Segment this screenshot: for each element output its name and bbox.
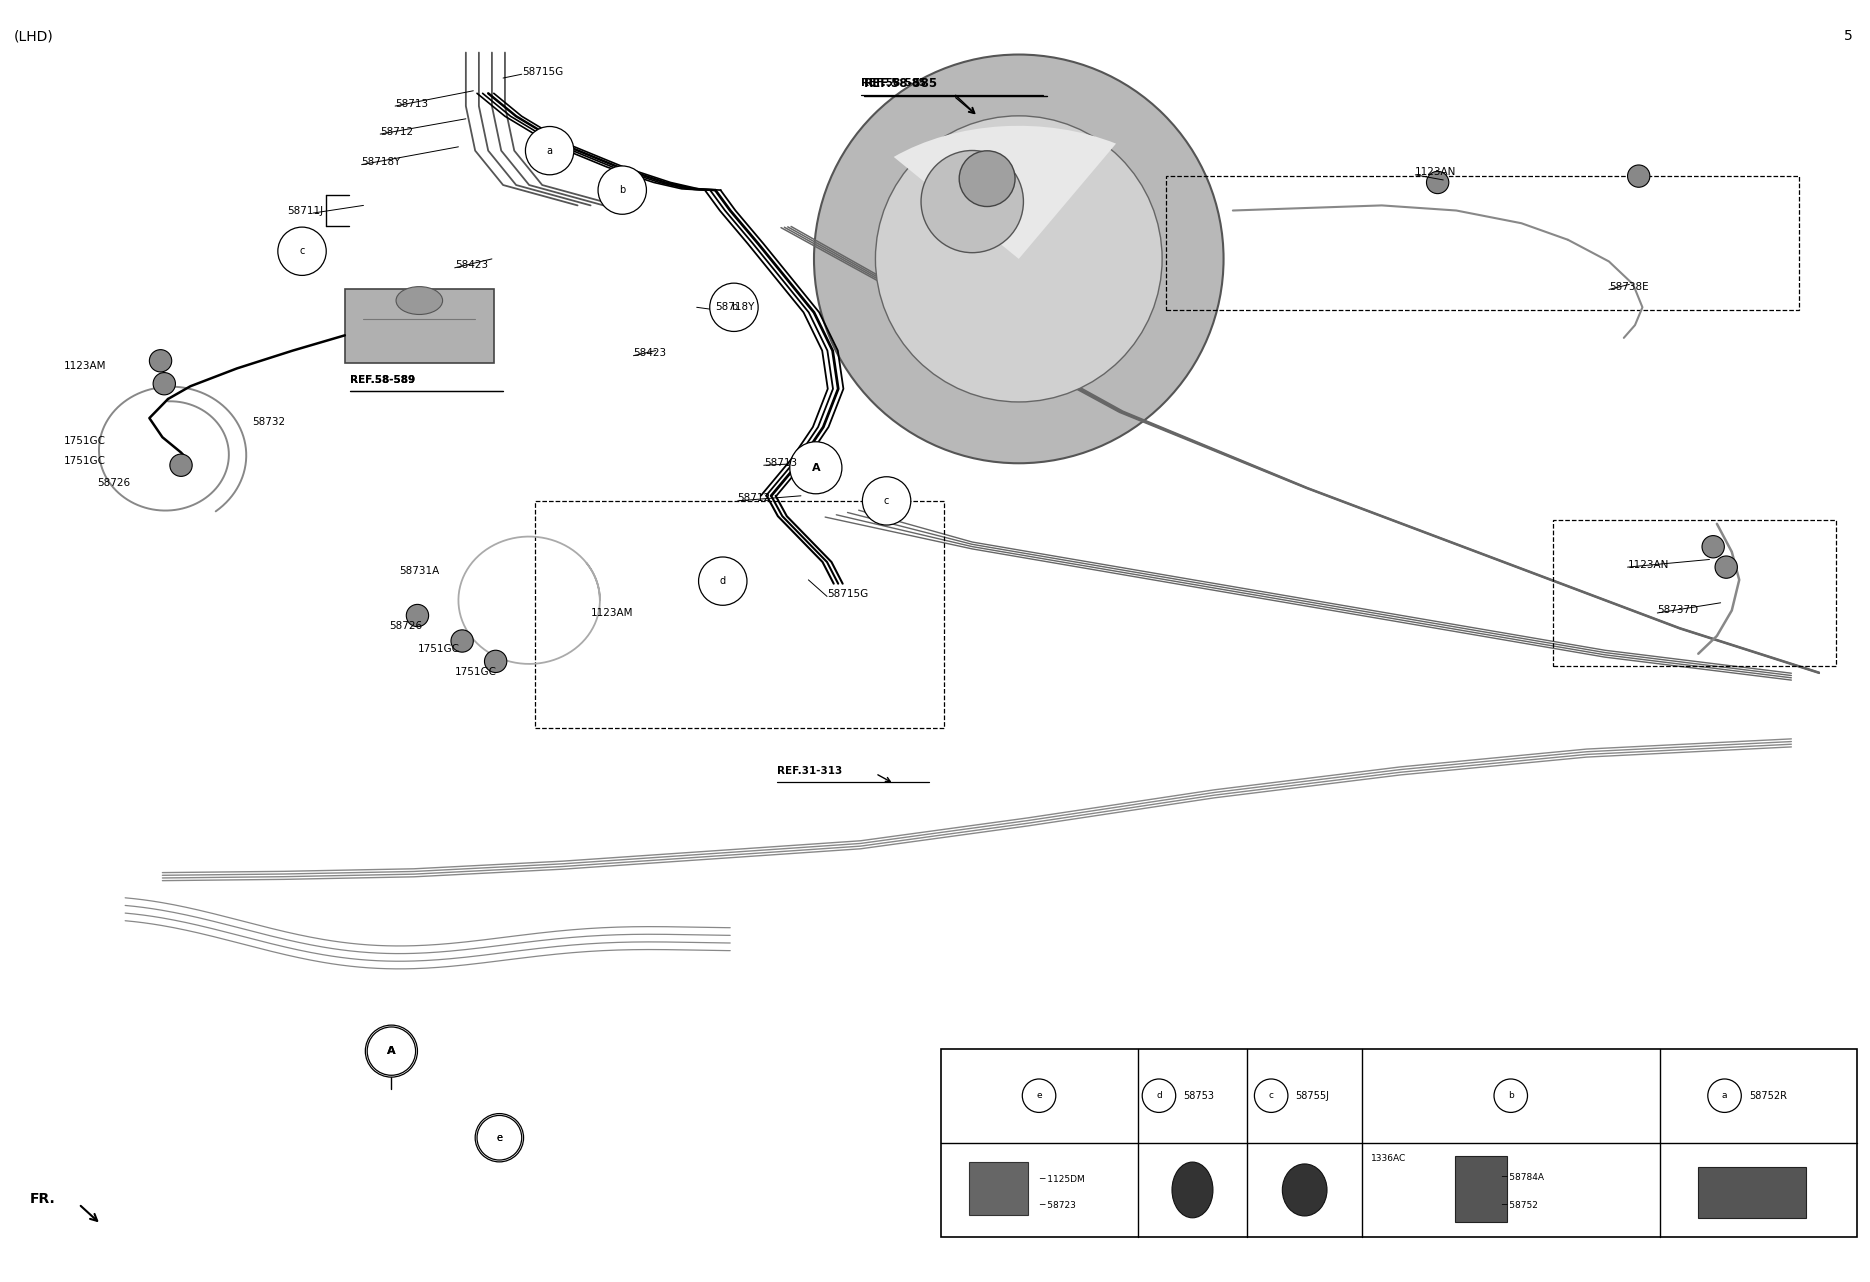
Ellipse shape [153, 373, 176, 395]
Text: 1336AC: 1336AC [1371, 1154, 1406, 1163]
Text: REF.58-585: REF.58-585 [860, 78, 926, 88]
Text: 58738E: 58738E [1608, 282, 1649, 292]
Ellipse shape [598, 165, 647, 214]
Text: (LHD): (LHD) [13, 29, 52, 44]
Text: c: c [1268, 1091, 1273, 1100]
Text: 1123AM: 1123AM [591, 608, 634, 618]
Ellipse shape [1427, 172, 1449, 194]
FancyBboxPatch shape [941, 1049, 1857, 1237]
Text: b: b [619, 185, 625, 195]
Ellipse shape [1143, 1079, 1176, 1113]
Text: 1751GC: 1751GC [64, 456, 107, 467]
Text: 58732: 58732 [252, 417, 284, 427]
Ellipse shape [477, 1115, 522, 1160]
Ellipse shape [1283, 1164, 1328, 1215]
Text: REF.58-589: REF.58-589 [350, 374, 415, 385]
Text: 58711J: 58711J [288, 205, 324, 215]
Ellipse shape [1172, 1161, 1214, 1218]
Text: 58726: 58726 [97, 478, 131, 488]
Text: REF.58-585: REF.58-585 [864, 77, 939, 90]
Ellipse shape [1627, 165, 1649, 187]
Text: 58737D: 58737D [1657, 605, 1698, 615]
Ellipse shape [365, 1026, 417, 1077]
Ellipse shape [875, 115, 1161, 403]
Text: 1751GC: 1751GC [417, 644, 460, 654]
Text: 1123AN: 1123AN [1416, 167, 1457, 177]
Ellipse shape [1715, 556, 1737, 578]
Ellipse shape [862, 477, 911, 526]
Text: 58718Y: 58718Y [361, 158, 400, 167]
Ellipse shape [525, 127, 574, 174]
Text: 58713: 58713 [395, 99, 428, 109]
Text: e: e [1036, 1091, 1042, 1100]
Text: ─ 58752: ─ 58752 [1502, 1201, 1539, 1210]
Ellipse shape [150, 350, 172, 372]
Text: 58731A: 58731A [398, 565, 439, 576]
Text: 1123AN: 1123AN [1627, 559, 1668, 569]
Text: REF.31-313: REF.31-313 [776, 765, 842, 776]
Text: ─ 1125DM: ─ 1125DM [1040, 1176, 1085, 1185]
Text: 1123AM: 1123AM [64, 362, 107, 370]
Text: 58712: 58712 [380, 127, 413, 137]
Ellipse shape [813, 55, 1223, 463]
Text: 58715G: 58715G [827, 588, 868, 599]
Text: b: b [1507, 1091, 1513, 1100]
Text: 58752R: 58752R [1748, 1091, 1786, 1101]
Ellipse shape [959, 151, 1015, 206]
Ellipse shape [396, 287, 443, 314]
Ellipse shape [922, 150, 1023, 253]
Text: 58726: 58726 [389, 620, 423, 631]
Text: 58715G: 58715G [522, 67, 563, 77]
Text: 58423: 58423 [634, 349, 666, 358]
Text: 58753: 58753 [1184, 1091, 1214, 1101]
Text: d: d [1156, 1091, 1161, 1100]
Text: b: b [731, 303, 737, 313]
Ellipse shape [475, 1114, 524, 1161]
Text: 58712: 58712 [737, 494, 770, 504]
Text: ─ 58784A: ─ 58784A [1502, 1173, 1545, 1182]
Text: c: c [299, 246, 305, 256]
Text: FR.: FR. [30, 1192, 56, 1206]
Ellipse shape [789, 442, 842, 494]
Ellipse shape [451, 629, 473, 653]
Ellipse shape [699, 556, 746, 605]
Text: e: e [496, 1133, 503, 1142]
Ellipse shape [711, 283, 757, 332]
Text: a: a [1722, 1091, 1728, 1100]
Text: ─ 58723: ─ 58723 [1040, 1201, 1075, 1210]
Text: A: A [812, 463, 821, 473]
Text: REF.58-589: REF.58-589 [350, 374, 415, 385]
Ellipse shape [484, 650, 507, 673]
Ellipse shape [367, 1027, 415, 1076]
FancyBboxPatch shape [969, 1161, 1029, 1215]
Ellipse shape [1702, 536, 1724, 558]
Ellipse shape [1255, 1079, 1288, 1113]
Text: c: c [885, 496, 890, 506]
Text: A: A [387, 1046, 396, 1056]
Ellipse shape [1023, 1079, 1057, 1113]
Text: A: A [387, 1046, 396, 1056]
Text: 58423: 58423 [454, 260, 488, 271]
Text: 1751GC: 1751GC [454, 667, 497, 677]
Ellipse shape [1494, 1079, 1528, 1113]
Ellipse shape [170, 454, 193, 477]
Wedge shape [894, 126, 1116, 259]
FancyBboxPatch shape [1455, 1155, 1507, 1222]
Ellipse shape [279, 227, 325, 276]
Text: 58755J: 58755J [1296, 1091, 1330, 1101]
Ellipse shape [406, 604, 428, 627]
Ellipse shape [1707, 1079, 1741, 1113]
Text: 58713: 58713 [763, 458, 797, 468]
Text: e: e [496, 1133, 503, 1142]
Text: d: d [720, 576, 726, 586]
Text: 1751GC: 1751GC [64, 436, 107, 446]
Text: 58718Y: 58718Y [716, 303, 755, 313]
FancyBboxPatch shape [344, 290, 494, 363]
FancyBboxPatch shape [1698, 1167, 1806, 1218]
Text: 5: 5 [1844, 29, 1853, 44]
Text: a: a [546, 146, 554, 155]
